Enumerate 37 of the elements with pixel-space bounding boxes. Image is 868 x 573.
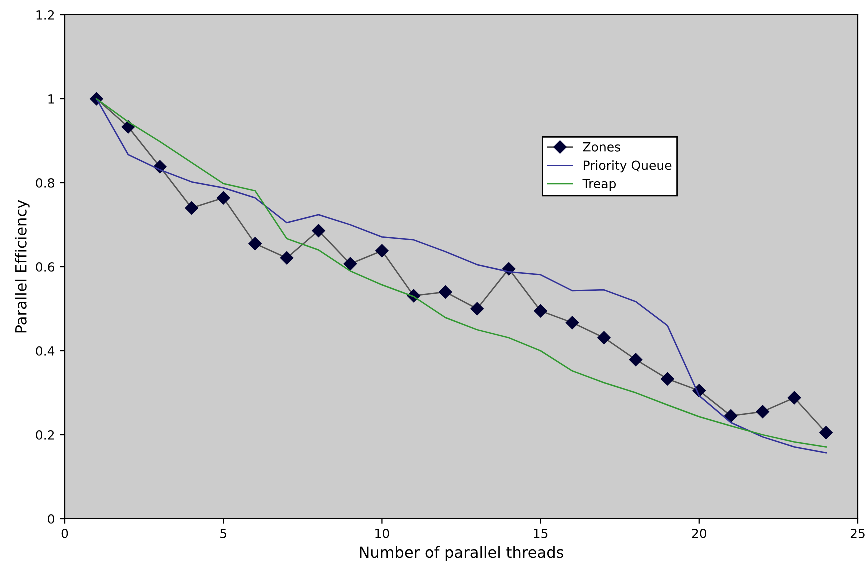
y-tick-label: 1.2 — [36, 10, 54, 20]
y-tick-label: 0.2 — [36, 430, 54, 440]
x-tick-label: 10 — [376, 528, 390, 538]
legend-label: Treap — [582, 179, 616, 191]
point — [248, 237, 262, 250]
point — [376, 244, 389, 258]
point — [312, 224, 326, 238]
x-tick-label: 5 — [220, 529, 226, 538]
legend-label: Priority Queue — [584, 160, 672, 173]
y-tick-label: 1 — [48, 94, 54, 104]
point — [470, 302, 484, 316]
point — [534, 304, 548, 318]
point — [788, 391, 802, 405]
x-tick-label: 15 — [534, 529, 548, 538]
y-axis-title: Parallel Efficiency — [15, 200, 30, 333]
point — [217, 192, 230, 205]
legend-label: Zones — [583, 142, 620, 152]
point — [820, 426, 833, 440]
point — [566, 316, 580, 330]
x-tick-label: 0 — [62, 528, 68, 538]
point — [724, 410, 738, 423]
y-tick-label: 0.6 — [36, 262, 54, 272]
y-tick-label: 0 — [48, 514, 54, 524]
point — [344, 257, 358, 271]
x-tick-label: 25 — [850, 528, 865, 538]
point — [661, 372, 674, 386]
point — [280, 252, 294, 265]
x-tick-label: 20 — [692, 528, 707, 538]
point — [756, 405, 770, 418]
point — [439, 286, 452, 299]
point — [122, 120, 136, 134]
point — [185, 202, 198, 215]
y-tick-label: 0.8 — [36, 178, 54, 188]
point — [598, 331, 611, 345]
x-axis-title: Number of parallel threads — [360, 546, 564, 562]
y-tick-label: 0.4 — [36, 346, 55, 356]
point — [629, 353, 643, 366]
